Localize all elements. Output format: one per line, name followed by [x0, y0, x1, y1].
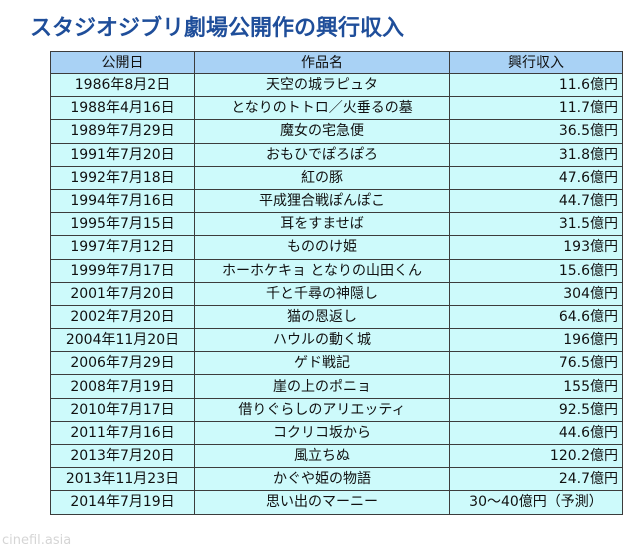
table-row: 2013年7月20日 風立ちぬ 120.2億円: [50, 443, 623, 469]
release-date-cell: 2013年11月23日: [50, 467, 195, 492]
table-row: 1989年7月29日 魔女の宅急便 36.5億円: [50, 119, 623, 144]
table-row: 1986年8月2日 天空の城ラピュタ 11.6億円: [50, 72, 623, 98]
work-title-cell: 紅の豚: [194, 165, 450, 190]
page-title: スタジオジブリ劇場公開作の興行収入: [30, 16, 405, 41]
release-date-cell: 1997年7月12日: [50, 235, 195, 260]
box-office-cell: 304億円: [449, 281, 623, 306]
table-row: 1988年4月16日 となりのトトロ／火垂るの墓 11.7億円: [50, 96, 623, 121]
header-release-date: 公開日: [50, 51, 195, 74]
table-row: 1992年7月18日 紅の豚 47.6億円: [50, 165, 623, 190]
release-date-cell: 1995年7月15日: [50, 212, 195, 237]
box-office-cell: 31.8億円: [449, 142, 623, 167]
box-office-cell: 11.6億円: [449, 72, 623, 98]
box-office-cell: 36.5億円: [449, 119, 623, 144]
work-title-cell: となりのトトロ／火垂るの墓: [194, 96, 450, 121]
box-office-cell: 11.7億円: [449, 96, 623, 121]
table-row: 2013年11月23日 かぐや姫の物語 24.7億円: [50, 467, 623, 492]
table-row: 2004年11月20日 ハウルの動く城 196億円: [50, 328, 623, 353]
box-office-cell: 47.6億円: [449, 165, 623, 190]
table-row: 2006年7月29日 ゲド戦記 76.5億円: [50, 351, 623, 376]
release-date-cell: 2006年7月29日: [50, 351, 195, 376]
work-title-cell: おもひでぽろぽろ: [194, 142, 450, 167]
work-title-cell: 千と千尋の神隠し: [194, 281, 450, 306]
release-date-cell: 2004年11月20日: [50, 328, 195, 353]
header-work-title: 作品名: [194, 51, 450, 74]
table-row: 1991年7月20日 おもひでぽろぽろ 31.8億円: [50, 142, 623, 167]
box-office-cell: 44.7億円: [449, 188, 623, 214]
box-office-cell: 76.5億円: [449, 351, 623, 376]
release-date-cell: 2002年7月20日: [50, 304, 195, 330]
work-title-cell: もののけ姫: [194, 235, 450, 260]
box-office-table: 公開日 作品名 興行収入 1986年8月2日 天空の城ラピュタ 11.6億円 1…: [50, 51, 623, 515]
table-header-row: 公開日 作品名 興行収入: [50, 51, 623, 74]
table-row: 1999年7月17日 ホーホケキョ となりの山田くん 15.6億円: [50, 258, 623, 283]
work-title-cell: 天空の城ラピュタ: [194, 72, 450, 98]
table-row: 2011年7月16日 コクリコ坂から 44.6億円: [50, 420, 623, 446]
table-row: 1994年7月16日 平成狸合戦ぽんぽこ 44.7億円: [50, 188, 623, 214]
box-office-cell: 15.6億円: [449, 258, 623, 283]
work-title-cell: 耳をすませば: [194, 212, 450, 237]
work-title-cell: 崖の上のポニョ: [194, 374, 450, 399]
table-row: 2014年7月19日 思い出のマーニー 30～40億円（予測）: [50, 490, 623, 515]
box-office-cell: 64.6億円: [449, 304, 623, 330]
release-date-cell: 2001年7月20日: [50, 281, 195, 306]
work-title-cell: 猫の恩返し: [194, 304, 450, 330]
work-title-cell: 魔女の宅急便: [194, 119, 450, 144]
box-office-cell: 120.2億円: [449, 443, 623, 469]
box-office-cell: 193億円: [449, 235, 623, 260]
work-title-cell: 借りぐらしのアリエッティ: [194, 397, 450, 422]
release-date-cell: 2008年7月19日: [50, 374, 195, 399]
table-row: 2002年7月20日 猫の恩返し 64.6億円: [50, 304, 623, 330]
box-office-cell: 24.7億円: [449, 467, 623, 492]
release-date-cell: 1992年7月18日: [50, 165, 195, 190]
table-row: 1997年7月12日 もののけ姫 193億円: [50, 235, 623, 260]
work-title-cell: 思い出のマーニー: [194, 490, 450, 515]
release-date-cell: 1988年4月16日: [50, 96, 195, 121]
release-date-cell: 2014年7月19日: [50, 490, 195, 515]
table-row: 2001年7月20日 千と千尋の神隠し 304億円: [50, 281, 623, 306]
table-row: 2008年7月19日 崖の上のポニョ 155億円: [50, 374, 623, 399]
watermark: cinefil.asia: [2, 533, 72, 548]
table-row: 1995年7月15日 耳をすませば 31.5億円: [50, 212, 623, 237]
release-date-cell: 1991年7月20日: [50, 142, 195, 167]
work-title-cell: かぐや姫の物語: [194, 467, 450, 492]
box-office-cell: 155億円: [449, 374, 623, 399]
work-title-cell: 平成狸合戦ぽんぽこ: [194, 188, 450, 214]
release-date-cell: 2011年7月16日: [50, 420, 195, 446]
table-row: 2010年7月17日 借りぐらしのアリエッティ 92.5億円: [50, 397, 623, 422]
table-body: 1986年8月2日 天空の城ラピュタ 11.6億円 1988年4月16日 となり…: [50, 72, 623, 515]
box-office-cell: 31.5億円: [449, 212, 623, 237]
release-date-cell: 1986年8月2日: [50, 72, 195, 98]
work-title-cell: コクリコ坂から: [194, 420, 450, 446]
release-date-cell: 1989年7月29日: [50, 119, 195, 144]
box-office-cell: 92.5億円: [449, 397, 623, 422]
box-office-cell: 196億円: [449, 328, 623, 353]
box-office-cell: 30～40億円（予測）: [449, 490, 623, 515]
work-title-cell: ハウルの動く城: [194, 328, 450, 353]
release-date-cell: 1994年7月16日: [50, 188, 195, 214]
release-date-cell: 2010年7月17日: [50, 397, 195, 422]
header-box-office: 興行収入: [449, 51, 623, 74]
release-date-cell: 2013年7月20日: [50, 443, 195, 469]
work-title-cell: ゲド戦記: [194, 351, 450, 376]
work-title-cell: ホーホケキョ となりの山田くん: [194, 258, 450, 283]
work-title-cell: 風立ちぬ: [194, 443, 450, 469]
box-office-cell: 44.6億円: [449, 420, 623, 446]
release-date-cell: 1999年7月17日: [50, 258, 195, 283]
